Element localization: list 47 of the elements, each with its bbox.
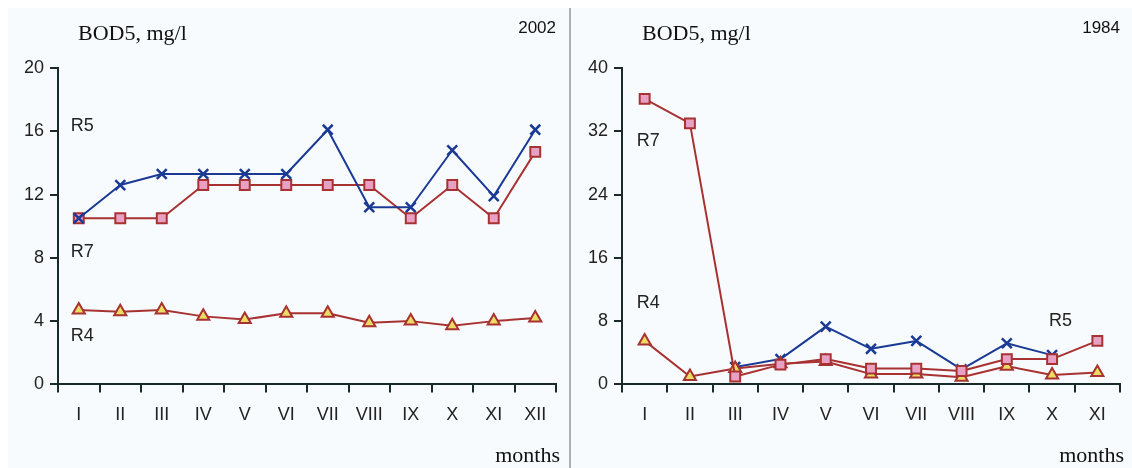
y-tick-label: 20 [23,56,45,77]
y-tick-label: 8 [598,310,609,331]
x-tick-label: II [684,404,695,425]
y-tick-label: 32 [587,120,609,141]
x-tick-label: IX [998,404,1016,425]
x-tick-label: V [819,404,832,425]
y-tick-label: 16 [23,120,45,141]
x-tick-label: II [115,404,126,425]
series-label: R5 [1049,310,1073,331]
y-tick-label: 4 [34,310,45,331]
y-tick-label: 8 [34,246,45,267]
x-tick-label: IV [771,404,789,425]
x-tick-label: IV [194,404,212,425]
chart-title: 2002 [518,18,556,38]
x-tick-label: VI [277,404,295,425]
x-axis-title: months [1059,442,1124,468]
x-tick-label: III [727,404,743,425]
chart-title: 1984 [1082,18,1120,38]
x-tick-label: III [154,404,170,425]
y-tick-label: 0 [34,373,45,394]
series-label: R7 [636,129,660,150]
series-label: R7 [70,241,94,262]
x-tick-label: VII [905,404,928,425]
y-tick-label: 0 [598,373,609,394]
x-tick-label: VIII [948,404,976,425]
series-label: R4 [70,325,94,346]
y-tick-label: 24 [587,183,609,204]
x-tick-label: IX [402,404,420,425]
x-tick-label: X [1046,404,1059,425]
x-tick-label: X [446,404,459,425]
x-tick-label: VIII [355,404,383,425]
y-axis-title: BOD5, mg/l [78,20,187,46]
x-axis-title: months [495,442,560,468]
x-tick-label: V [238,404,251,425]
y-axis-title: BOD5, mg/l [642,20,751,46]
x-tick-label: I [642,404,648,425]
y-tick-label: 40 [587,56,609,77]
x-tick-label: XI [485,404,503,425]
x-tick-label: VI [862,404,880,425]
text: R5 [70,115,94,136]
y-tick-label: 12 [23,183,45,204]
y-tick-label: 16 [587,246,609,267]
x-tick-label: XI [1088,404,1106,425]
x-tick-label: I [76,404,82,425]
series-label: R4 [636,291,660,312]
x-tick-label: VII [316,404,339,425]
x-tick-label: XII [524,404,547,425]
